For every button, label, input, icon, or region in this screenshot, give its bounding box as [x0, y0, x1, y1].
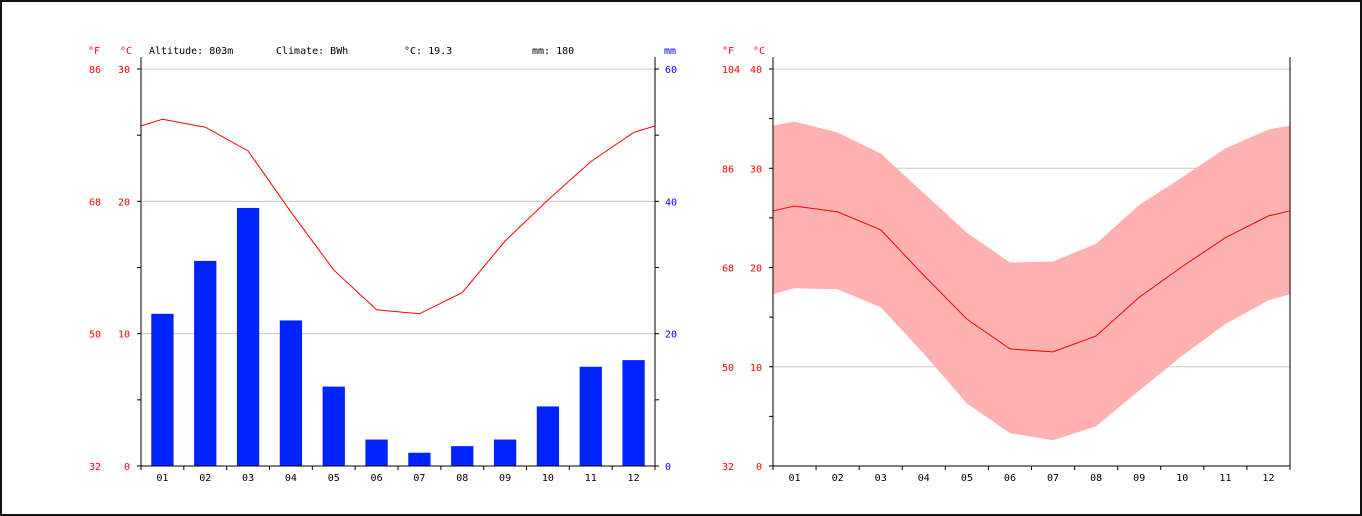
right-tick-label-c: 30 — [750, 164, 762, 175]
left-tick-label-f: 50 — [89, 330, 101, 341]
right-unit-f-label: °F — [722, 46, 734, 57]
left-month-label: 09 — [499, 473, 511, 484]
left-month-label: 07 — [413, 473, 425, 484]
right-month-label: 05 — [961, 473, 973, 484]
precipitation-bar — [194, 260, 217, 466]
right-month-label: 12 — [1262, 473, 1274, 484]
left-tick-label-c: 10 — [118, 330, 130, 341]
left-month-label: 02 — [199, 473, 211, 484]
temperature-line — [140, 118, 656, 315]
left-tick-label-mm: 20 — [665, 330, 677, 341]
left-tick-label-mm: 0 — [665, 462, 671, 473]
right-tick-label-c: 20 — [750, 264, 762, 275]
left-tick-label-c: 30 — [118, 65, 130, 76]
right-tick-label-f: 32 — [722, 462, 734, 473]
right-month-label: 02 — [832, 473, 844, 484]
right-month-label: 10 — [1176, 473, 1188, 484]
right-axis-labels: 32 0 50 10 68 20 86 30 104 40 01 02 03 04 05 06 07 08 09 10… — [722, 65, 1274, 484]
right-tick-label-f: 86 — [722, 164, 734, 175]
left-axis-labels: 32 0 0 50 10 20 68 20 40 86 30 60 01 02 03 04 05 06 07 08 09… — [89, 65, 677, 484]
right-tick-label-f: 68 — [722, 264, 734, 275]
right-unit-c-label: °C — [753, 46, 765, 57]
left-tick-label-mm: 40 — [665, 197, 677, 208]
altitude-label: Altitude: 803m — [149, 46, 233, 57]
left-tick-label-f: 68 — [89, 197, 101, 208]
temperature-range-band — [773, 121, 1290, 441]
precipitation-bar — [451, 446, 474, 466]
climate-label: Climate: BWh — [276, 46, 348, 57]
left-month-label: 05 — [328, 473, 340, 484]
right-axes — [769, 57, 1291, 470]
left-axes — [137, 57, 659, 470]
mean-temperature-line — [772, 205, 1291, 353]
right-tick-label-c: 40 — [750, 65, 762, 76]
left-tick-label-f: 86 — [89, 65, 101, 76]
precipitation-bar — [622, 360, 645, 466]
left-tick-label-f: 32 — [89, 462, 101, 473]
unit-mm-label: mm — [664, 46, 676, 57]
precipitation-bar — [151, 313, 174, 466]
left-tick-label-mm: 60 — [665, 65, 677, 76]
right-month-label: 04 — [918, 473, 930, 484]
unit-f-label: °F — [88, 46, 100, 57]
precipitation-bar — [279, 320, 303, 466]
right-tick-label-f: 104 — [722, 65, 740, 76]
right-month-label: 06 — [1004, 473, 1016, 484]
mean-temp-label: °C: 19.3 — [404, 46, 452, 57]
left-month-label: 08 — [456, 473, 468, 484]
precipitation-bar — [365, 439, 388, 466]
unit-c-label: °C — [120, 46, 132, 57]
right-tick-label-f: 50 — [722, 363, 734, 374]
right-month-label: 08 — [1090, 473, 1102, 484]
annual-precip-label: mm: 180 — [532, 46, 574, 57]
precipitation-bar — [536, 406, 560, 466]
right-month-label: 07 — [1047, 473, 1059, 484]
left-month-label: 10 — [542, 473, 554, 484]
precipitation-bar — [579, 366, 602, 466]
left-tick-label-c: 0 — [124, 462, 130, 473]
left-month-label: 03 — [242, 473, 254, 484]
right-month-label: 01 — [789, 473, 801, 484]
precipitation-bar — [493, 439, 517, 466]
left-month-label: 01 — [156, 473, 168, 484]
right-month-label: 09 — [1133, 473, 1145, 484]
right-tick-label-c: 10 — [750, 363, 762, 374]
right-tick-label-c: 0 — [756, 462, 762, 473]
precipitation-bar — [322, 386, 345, 466]
left-month-label: 06 — [371, 473, 383, 484]
left-gridlines — [141, 68, 655, 335]
right-month-label: 03 — [875, 473, 887, 484]
left-month-label: 04 — [285, 473, 297, 484]
precipitation-bar — [408, 452, 431, 466]
precipitation-bar — [236, 207, 260, 466]
left-month-label: 11 — [585, 473, 597, 484]
precipitation-bars — [151, 207, 645, 466]
right-month-label: 11 — [1219, 473, 1231, 484]
left-month-label: 12 — [628, 473, 640, 484]
left-tick-label-c: 20 — [118, 197, 130, 208]
